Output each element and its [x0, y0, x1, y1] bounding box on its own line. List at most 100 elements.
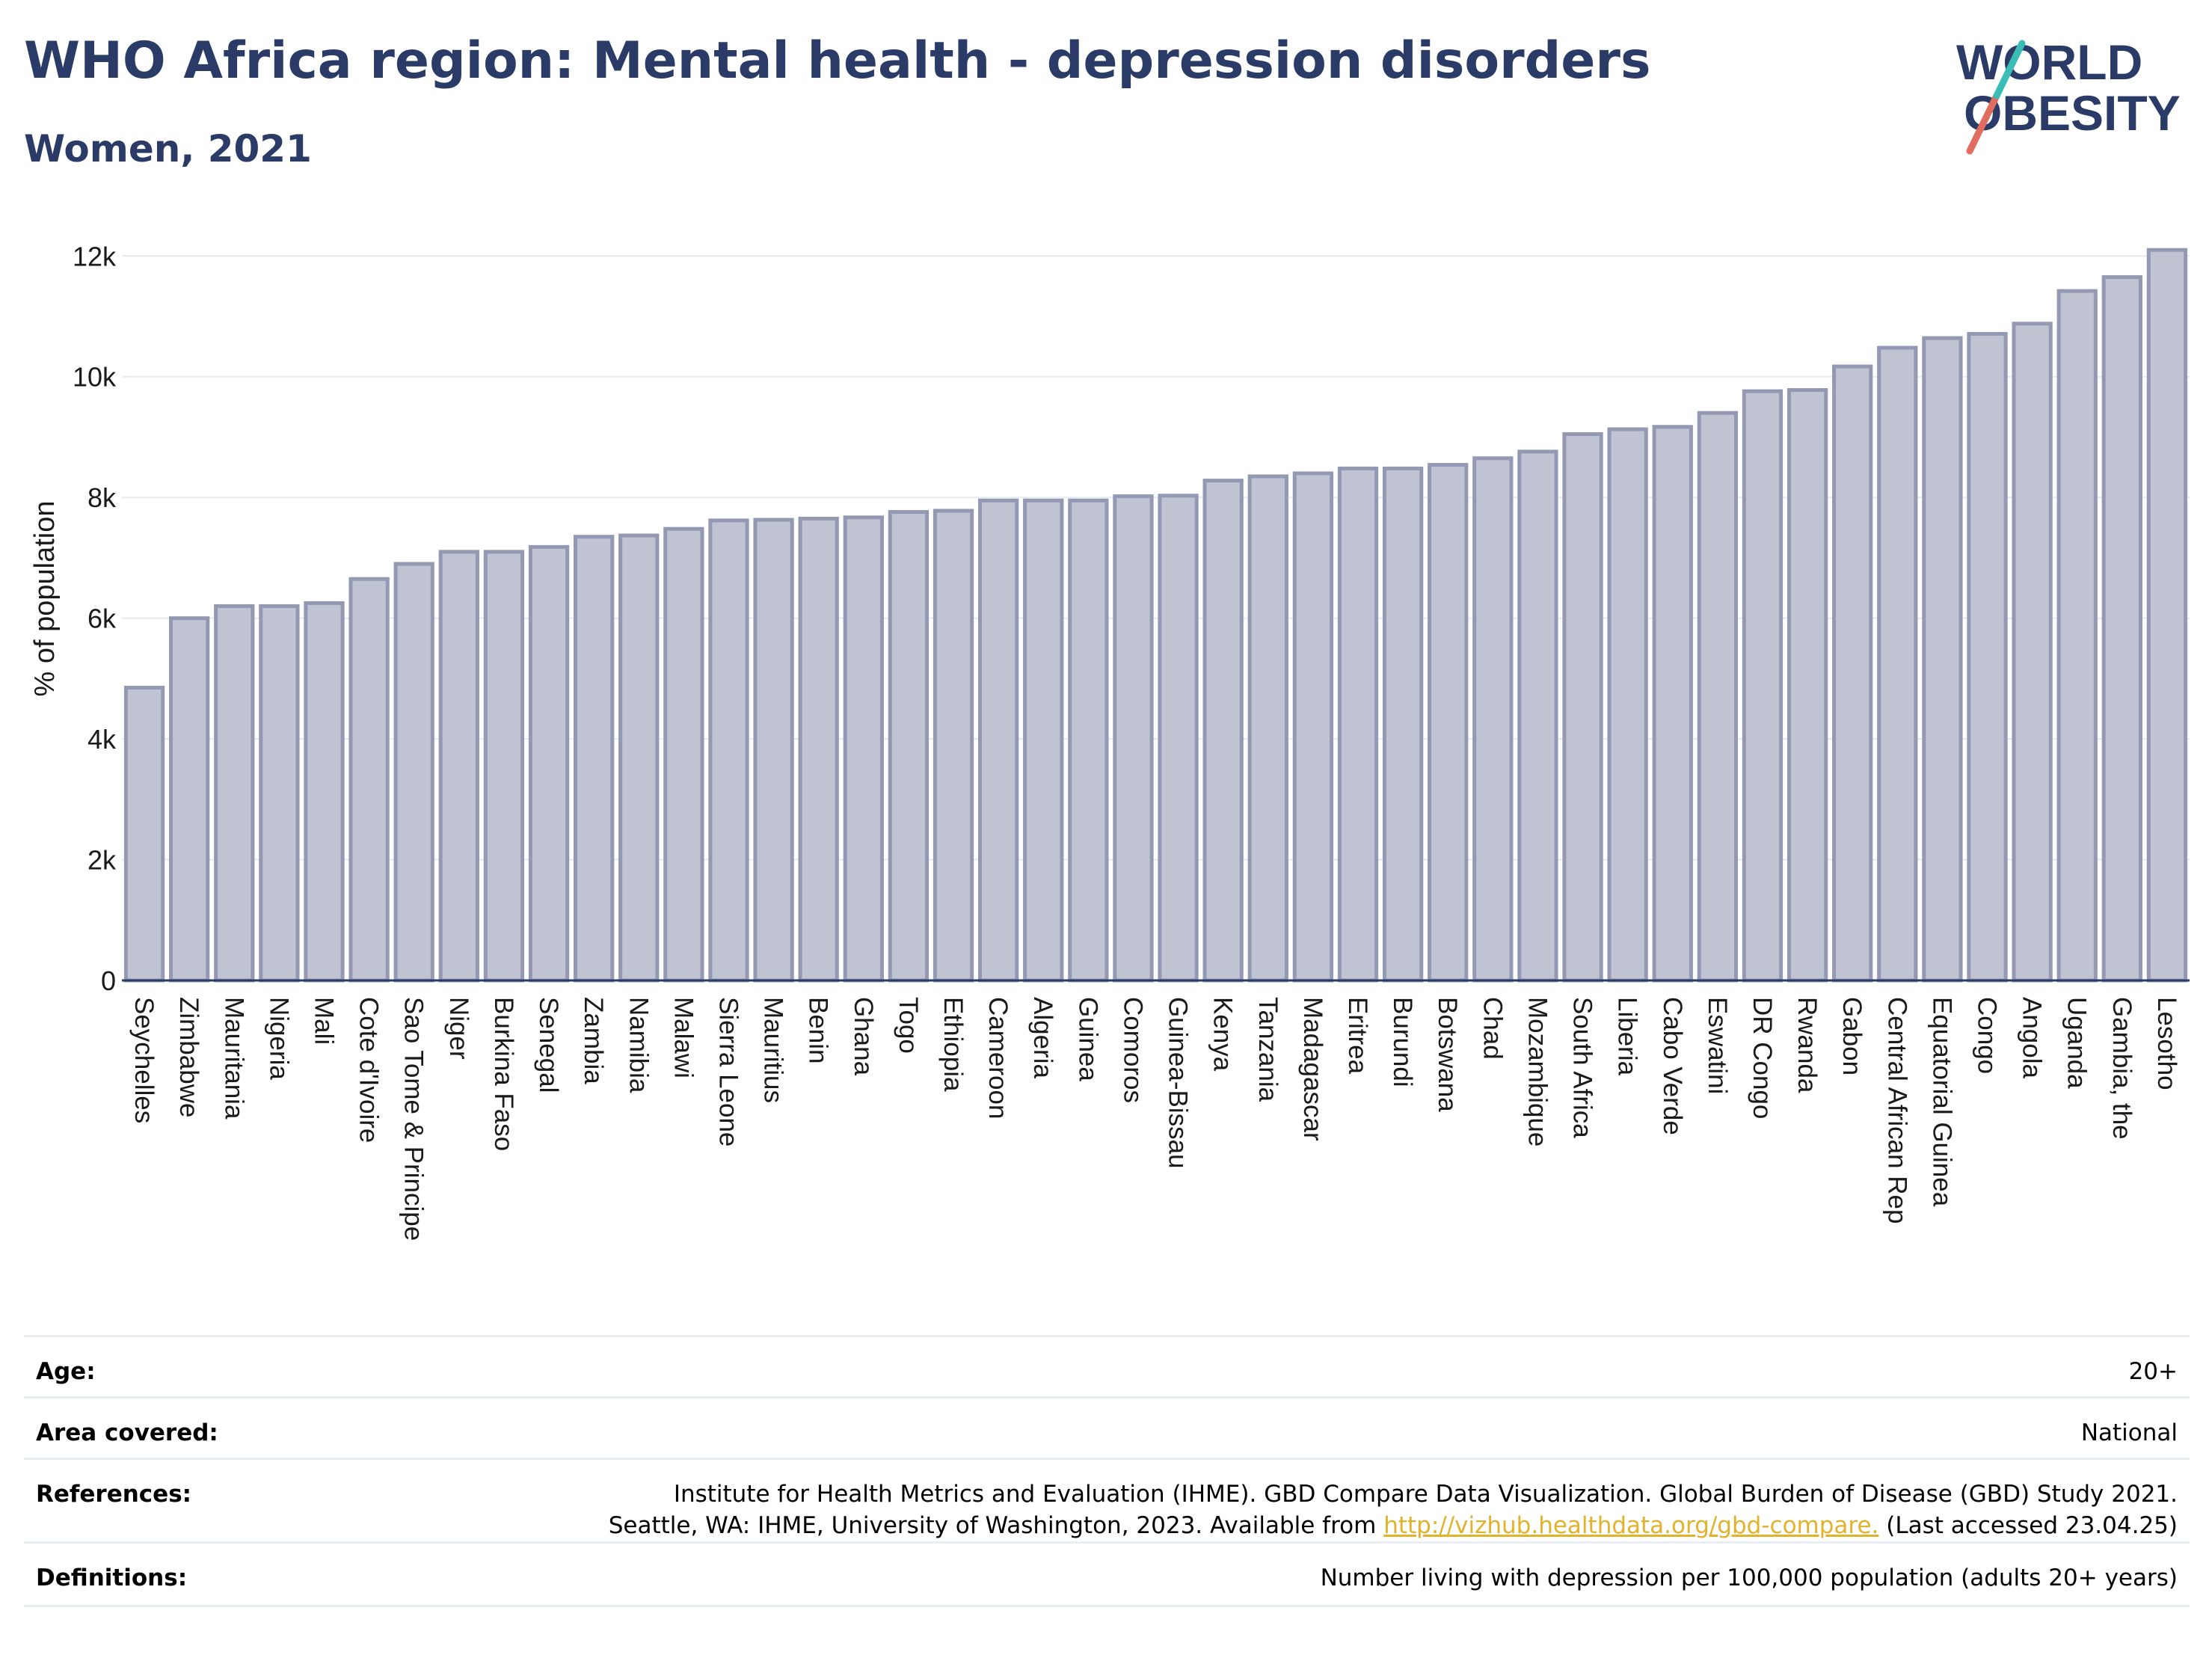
x-tick-label: Botswana	[1433, 997, 1462, 1112]
y-tick-label: 8k	[87, 482, 117, 513]
bar	[1023, 498, 1064, 983]
area-value: National	[2080, 1419, 2178, 1446]
references-line1: Institute for Health Metrics and Evaluat…	[673, 1481, 2178, 1508]
y-tick-label: 10k	[73, 362, 117, 393]
logo-slash-red	[1966, 92, 2000, 155]
bar	[1337, 466, 1379, 983]
y-tick-label: 2k	[87, 845, 117, 876]
bar	[348, 577, 390, 983]
x-tick-label: Niger	[444, 997, 473, 1060]
info-row-references: References: Institute for Health Metrics…	[24, 1458, 2190, 1544]
x-tick-label: DR Congo	[1748, 997, 1777, 1119]
x-tick-label: Zambia	[579, 997, 608, 1084]
y-tick-label: 0	[101, 965, 116, 996]
x-tick-label: Algeria	[1028, 997, 1057, 1078]
references-suffix: (Last accessed 23.04.25)	[1878, 1512, 2178, 1539]
bar	[1202, 479, 1244, 983]
x-tick-label: Cabo Verde	[1658, 997, 1687, 1135]
bar	[1832, 364, 1873, 983]
x-tick-label: Cameroon	[983, 997, 1013, 1119]
bar	[573, 535, 615, 983]
x-tick-label: Guinea-Bissau	[1164, 997, 1193, 1169]
bar	[1158, 494, 1199, 983]
bar	[438, 550, 479, 983]
x-tick-label: Seychelles	[129, 997, 159, 1123]
bar	[1967, 331, 2008, 983]
references-label: References:	[36, 1481, 192, 1508]
references-link[interactable]: http://vizhub.healthdata.org/gbd-compare…	[1383, 1512, 1879, 1539]
bar	[214, 604, 255, 983]
references-line2: Seattle, WA: IHME, University of Washing…	[609, 1512, 2178, 1539]
world-obesity-logo: WORLD OBESITY	[1956, 34, 2181, 155]
x-tick-label: Cote d'Ivoire	[354, 997, 384, 1143]
bar	[259, 604, 300, 983]
x-tick-label: Namibia	[624, 997, 653, 1093]
bar	[663, 526, 704, 983]
x-tick-label: Eswatini	[1703, 997, 1732, 1094]
info-row-definitions: Definitions: Number living with depressi…	[24, 1541, 2190, 1607]
bar	[393, 562, 434, 983]
x-tick-label: Zimbabwe	[174, 997, 203, 1117]
info-row-area: Area covered: National	[24, 1396, 2190, 1460]
bar	[1382, 466, 1424, 983]
x-tick-label: Central African Rep	[1882, 997, 1911, 1223]
x-tick-label: Rwanda	[1792, 997, 1822, 1093]
y-tick-labels: 0 2k 4k 6k 8k 10k 12k	[73, 241, 117, 996]
bar	[1652, 425, 1693, 983]
bar	[528, 544, 570, 983]
x-tick-label: Kenya	[1208, 997, 1238, 1072]
x-tick-label: Burkina Faso	[489, 997, 518, 1151]
bar-chart: 0 2k 4k 6k 8k 10k 12k Seychelles Zimbabwe Maurit…	[29, 241, 2190, 1241]
references-prefix: Seattle, WA: IHME, University of Washing…	[608, 1512, 1384, 1539]
x-tick-label: Guinea	[1073, 997, 1102, 1081]
bar	[1247, 474, 1288, 983]
age-value: 20+	[2128, 1358, 2178, 1385]
x-tick-label: Sao Tome & Principe	[399, 997, 428, 1241]
bar	[977, 498, 1019, 983]
x-tick-label: Senegal	[534, 997, 563, 1093]
definitions-value: Number living with depression per 100,00…	[1320, 1565, 2178, 1591]
bar	[1292, 471, 1334, 983]
bar	[2056, 289, 2098, 983]
x-tick-label: Mozambique	[1523, 997, 1552, 1146]
x-tick-label: Eritrea	[1343, 997, 1372, 1075]
x-tick-labels: Seychelles Zimbabwe Mauritania Nigeria Mali C…	[129, 997, 2181, 1241]
x-tick-label: South Africa	[1568, 997, 1597, 1138]
area-label: Area covered:	[36, 1419, 218, 1446]
x-tick-label: Ethiopia	[938, 997, 968, 1092]
bar	[1742, 389, 1784, 983]
x-tick-label: Malawi	[669, 997, 698, 1078]
chart-subtitle: Women, 2021	[24, 127, 312, 171]
x-tick-label: Mali	[309, 997, 338, 1045]
y-tick-label: 4k	[87, 724, 117, 755]
bar	[1517, 449, 1558, 983]
definitions-label: Definitions:	[36, 1565, 188, 1591]
info-row-age: Age: 20+	[24, 1335, 2190, 1398]
bar	[708, 518, 749, 983]
bar	[2012, 322, 2053, 983]
x-tick-label: Gambia, the	[2107, 997, 2136, 1140]
x-tick-label: Mauritius	[759, 997, 788, 1103]
bar	[2146, 248, 2188, 983]
x-tick-label: Uganda	[2062, 997, 2092, 1089]
bar	[1428, 463, 1469, 983]
x-tick-label: Tanzania	[1253, 997, 1282, 1102]
bar	[888, 510, 930, 983]
x-tick-label: Madagascar	[1298, 997, 1327, 1141]
logo-line1: WORLD	[1956, 34, 2142, 90]
bar	[1922, 336, 1963, 983]
chart-title: WHO Africa region: Mental health - depre…	[24, 31, 1651, 90]
x-tick-label: Lesotho	[2152, 997, 2181, 1090]
x-tick-label: Sierra Leone	[713, 997, 743, 1146]
x-tick-label: Liberia	[1613, 997, 1642, 1076]
bar	[1607, 427, 1648, 983]
x-tick-label: Gabon	[1837, 997, 1867, 1075]
x-tick-label: Comoros	[1118, 997, 1147, 1103]
x-tick-label: Mauritania	[219, 997, 248, 1120]
bar	[169, 616, 210, 983]
bar	[1877, 346, 1918, 983]
bar	[1068, 498, 1109, 983]
age-label: Age:	[36, 1358, 96, 1385]
bar	[1113, 494, 1154, 983]
x-tick-label: Chad	[1478, 997, 1507, 1060]
